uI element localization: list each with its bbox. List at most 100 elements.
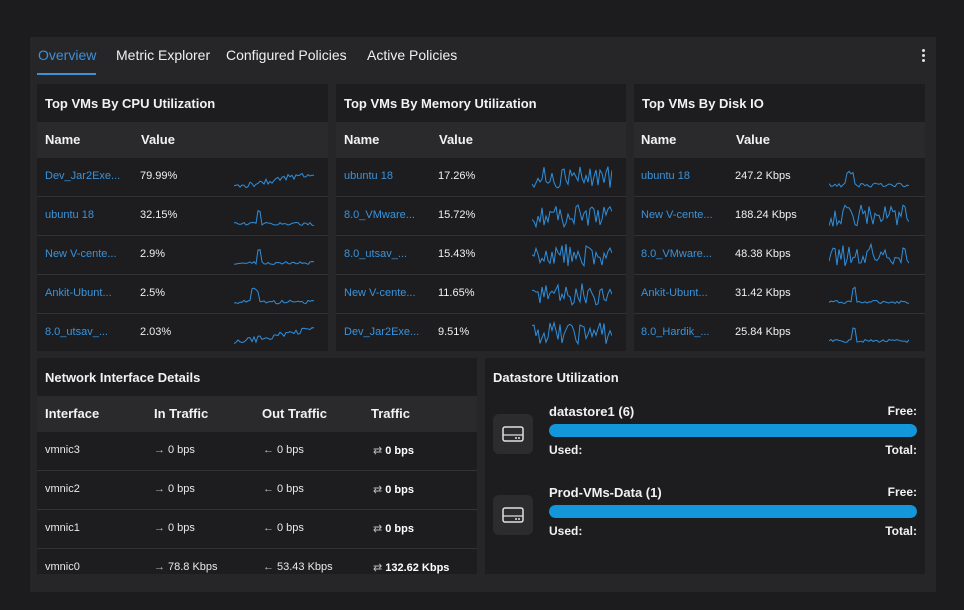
usage-bar (549, 424, 917, 437)
arrow-right-icon: → (154, 522, 165, 534)
table-row: Ankit-Ubunt... 2.5% (37, 275, 328, 314)
table-row: vmnic3 → 0 bps ← 0 bps ⇄ 0 bps (37, 432, 477, 471)
sparkline-chart (532, 283, 612, 306)
vm-name-link[interactable]: ubuntu 18 (641, 170, 690, 182)
usage-bar-fill (549, 424, 917, 437)
active-tab-indicator (37, 73, 96, 75)
table-row: Dev_Jar2Exe... 9.51% (336, 314, 626, 352)
column-header-in-traffic: In Traffic (154, 406, 209, 421)
panel-title: Top VMs By Memory Utilization (344, 96, 537, 111)
datastore-utilization-panel: Datastore Utilization datastore1 (6) Free… (485, 358, 925, 574)
sparkline-trace (234, 327, 314, 345)
table-row: New V-cente... 11.65% (336, 275, 626, 314)
vm-value: 25.84 Kbps (735, 326, 791, 338)
dashboard-frame: Overview Metric Explorer Configured Poli… (30, 37, 936, 592)
column-header-name: Name (641, 132, 677, 147)
out-traffic-cell: ← 53.43 Kbps (263, 561, 333, 573)
table-header: Name Value (37, 122, 328, 158)
tab-active-policies[interactable]: Active Policies (367, 47, 458, 63)
vm-value: 2.9% (140, 248, 166, 260)
vm-value: 15.72% (438, 209, 476, 221)
memory-utilization-panel: Top VMs By Memory Utilization Name Value… (336, 84, 626, 351)
in-traffic-value: 0 bps (168, 444, 195, 456)
sparkline-trace (234, 249, 314, 266)
tab-configured-policies[interactable]: Configured Policies (226, 47, 347, 63)
vm-name-link[interactable]: 8.0_utsav_... (45, 326, 108, 338)
vm-name-link[interactable]: Ankit-Ubunt... (45, 287, 112, 299)
vm-value: 15.43% (438, 248, 476, 260)
vm-value: 17.26% (438, 170, 476, 182)
vm-name-link[interactable]: 8.0_Hardik_... (641, 326, 710, 338)
in-traffic-value: 0 bps (168, 483, 195, 495)
out-traffic-cell: ← 0 bps (263, 444, 304, 456)
exchange-arrows-icon: ⇄ (373, 445, 383, 457)
total-traffic-value: 0 bps (385, 523, 414, 535)
tab-overview[interactable]: Overview (38, 47, 97, 63)
sparkline-chart (234, 287, 314, 305)
sparkline-trace (829, 286, 909, 305)
total-traffic-value: 132.62 Kbps (385, 562, 450, 574)
tab-metric-explorer[interactable]: Metric Explorer (116, 47, 211, 63)
sparkline-trace (234, 287, 314, 305)
column-header-out-traffic: Out Traffic (262, 406, 328, 421)
datastore-item[interactable]: Prod-VMs-Data (1) Free: Used: Total: (493, 485, 917, 545)
vm-name-link[interactable]: Dev_Jar2Exe... (45, 170, 121, 182)
out-traffic-value: 0 bps (277, 483, 304, 495)
vm-name-link[interactable]: 8.0_VMware... (641, 248, 712, 260)
vm-name-link[interactable]: 8.0_VMware... (344, 209, 415, 221)
arrow-right-icon: → (154, 444, 165, 456)
panel-title: Network Interface Details (45, 370, 201, 385)
total-label: Total: (885, 443, 917, 457)
total-traffic-cell: ⇄ 0 bps (373, 522, 414, 535)
vm-value: 247.2 Kbps (735, 170, 791, 182)
out-traffic-value: 53.43 Kbps (277, 561, 333, 573)
table-row: ubuntu 18 247.2 Kbps (634, 158, 925, 197)
arrow-right-icon: → (154, 561, 165, 573)
vm-name-link[interactable]: New V-cente... (45, 248, 117, 260)
hard-drive-icon (493, 495, 533, 535)
vm-name-link[interactable]: New V-cente... (641, 209, 713, 221)
in-traffic-cell: → 78.8 Kbps (154, 561, 218, 573)
sparkline-trace (829, 204, 909, 227)
vm-name-link[interactable]: Dev_Jar2Exe... (344, 326, 420, 338)
vm-value: 31.42 Kbps (735, 287, 791, 299)
interface-name: vmnic3 (45, 444, 80, 456)
vm-value: 11.65% (438, 287, 475, 299)
sparkline-chart (532, 166, 612, 189)
sparkline-chart (234, 210, 314, 226)
vm-value: 9.51% (438, 326, 470, 338)
vm-name-link[interactable]: Ankit-Ubunt... (641, 287, 708, 299)
exchange-arrows-icon: ⇄ (373, 562, 383, 574)
vm-name-link[interactable]: New V-cente... (344, 287, 416, 299)
vm-name-link[interactable]: 8.0_utsav_... (344, 248, 407, 260)
table-row: 8.0_VMware... 15.72% (336, 197, 626, 236)
sparkline-chart (829, 242, 909, 267)
cpu-utilization-panel: Top VMs By CPU Utilization Name Value De… (37, 84, 328, 351)
sparkline-chart (829, 204, 909, 227)
in-traffic-cell: → 0 bps (154, 483, 195, 495)
datastore-name: Prod-VMs-Data (1) (549, 485, 662, 500)
sparkline-trace (532, 283, 612, 306)
total-traffic-cell: ⇄ 132.62 Kbps (373, 561, 449, 574)
vm-value: 2.5% (140, 287, 166, 299)
table-row: 8.0_VMware... 48.38 Kbps (634, 236, 925, 275)
total-traffic-cell: ⇄ 0 bps (373, 444, 414, 457)
table-row: Dev_Jar2Exe... 79.99% (37, 158, 328, 197)
exchange-arrows-icon: ⇄ (373, 523, 383, 535)
usage-bar (549, 505, 917, 518)
out-traffic-cell: ← 0 bps (263, 483, 304, 495)
usage-bar-fill (549, 505, 917, 518)
sparkline-chart (234, 172, 314, 189)
vm-name-link[interactable]: ubuntu 18 (45, 209, 94, 221)
vm-name-link[interactable]: ubuntu 18 (344, 170, 393, 182)
sparkline-trace (532, 244, 612, 268)
kebab-menu-icon[interactable] (920, 49, 926, 65)
column-header-traffic: Traffic (371, 406, 411, 421)
panel-title: Top VMs By CPU Utilization (45, 96, 216, 111)
datastore-name: datastore1 (6) (549, 404, 635, 419)
sparkline-trace (234, 172, 314, 189)
table-row: ubuntu 18 17.26% (336, 158, 626, 197)
vm-value: 2.03% (140, 326, 172, 338)
sparkline-chart (532, 244, 612, 268)
datastore-item[interactable]: datastore1 (6) Free: Used: Total: (493, 404, 917, 464)
